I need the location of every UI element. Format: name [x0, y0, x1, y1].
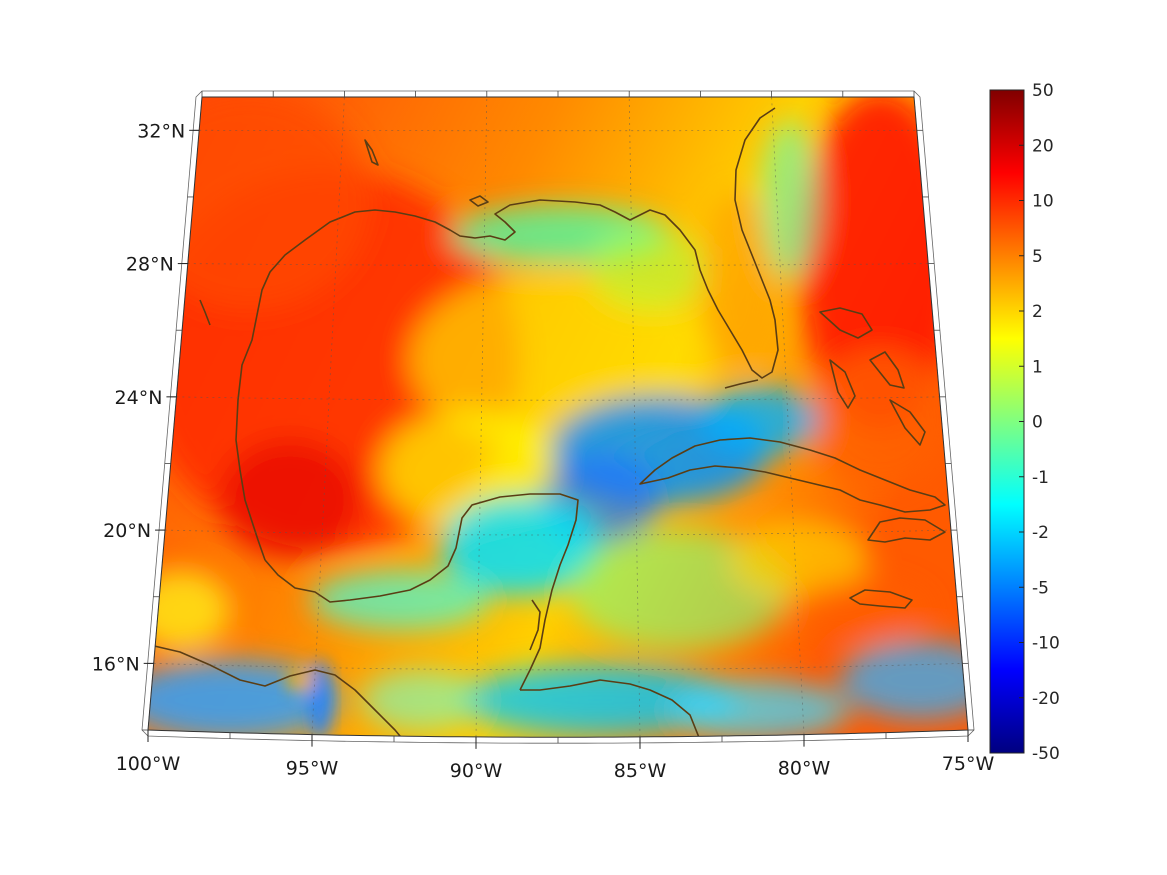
lon-tick-label: 75°W: [942, 753, 995, 775]
map-frame: [141, 90, 975, 744]
meridian-line: [628, 96, 641, 737]
colorbar-tick-label: -1: [1032, 468, 1049, 488]
colorbar-tick-label: -2: [1032, 523, 1049, 543]
colorbar-tick-label: 0: [1032, 413, 1043, 433]
lat-tick-label: 20°N: [103, 520, 151, 542]
lat-tick-label: 16°N: [92, 653, 140, 675]
colorbar-tick-label: 5: [1032, 247, 1043, 267]
meridian-line: [771, 96, 805, 735]
colorbar-tick-label: -20: [1032, 689, 1060, 709]
colorbar-gradient: [989, 89, 1025, 754]
lat-tick-label: 24°N: [115, 387, 163, 409]
lat-tick-label: 32°N: [137, 120, 185, 142]
colorbar-tick-label: -5: [1032, 578, 1049, 598]
latitude-tick-labels: 16°N 20°N 24°N 28°N 32°N: [92, 120, 200, 675]
colorbar-tick-label: 50: [1032, 81, 1054, 101]
parallel-line: [153, 663, 963, 671]
parallel-line: [176, 396, 940, 401]
colorbar-tick-label: 1: [1032, 357, 1043, 377]
longitude-tick-labels: 100°W 95°W 90°W 85°W 80°W 75°W: [116, 730, 995, 782]
lon-tick-label: 95°W: [286, 758, 339, 780]
coastline: [149, 107, 946, 738]
colorbar-tick-label: -50: [1032, 744, 1060, 764]
colorbar-tick-label: 20: [1032, 136, 1054, 156]
parallel-line: [165, 529, 951, 536]
heatmap-field: [148, 97, 968, 738]
lon-tick-label: 100°W: [116, 753, 181, 775]
lon-tick-label: 90°W: [450, 760, 503, 782]
colorbar-tick-label: 10: [1032, 192, 1054, 212]
lon-tick-label: 80°W: [778, 758, 831, 780]
lon-tick-label: 85°W: [614, 760, 667, 782]
meridian-line: [475, 96, 488, 737]
meridian-line: [311, 96, 345, 735]
colorbar-tick-label: -10: [1032, 634, 1060, 654]
lat-tick-label: 28°N: [126, 254, 174, 276]
colorbar-tick-label: 2: [1032, 302, 1043, 322]
